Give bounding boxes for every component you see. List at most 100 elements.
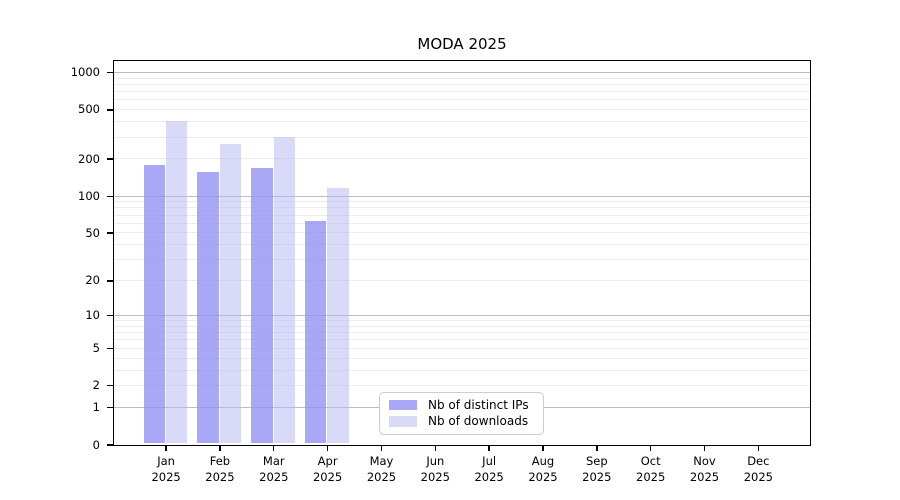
bar-nb-of-downloads-mar-2025: [273, 137, 295, 444]
bar-nb-of-distinct-ips-jan-2025: [143, 165, 165, 444]
gridline-minor: [114, 385, 810, 387]
x-tick-label-line: 2025: [420, 470, 450, 484]
gridline-minor: [114, 207, 810, 209]
gridline-minor: [114, 347, 810, 349]
plot-area: [113, 59, 811, 446]
gridline-minor: [114, 369, 810, 371]
y-tick-label: 1: [92, 400, 100, 415]
y-tick: [106, 109, 113, 111]
x-tick-label-line: Oct: [640, 453, 661, 468]
x-tick: [703, 445, 706, 451]
x-tick-label-line: Mar: [262, 453, 285, 468]
x-tick-label-line: Jan: [157, 453, 175, 468]
x-tick-label-oct-2025: Oct 2025: [616, 453, 686, 486]
bar-nb-of-distinct-ips-mar-2025: [251, 168, 273, 444]
gridline-minor: [114, 109, 810, 111]
y-tick-label: 200: [78, 151, 100, 166]
gridline-minor: [114, 259, 810, 261]
x-tick-label-aug-2025: Aug 2025: [508, 453, 578, 486]
legend-label-distinct-ips: Nb of distinct IPs: [428, 397, 529, 412]
x-tick-label-line: 2025: [582, 470, 612, 484]
x-tick: [165, 445, 167, 451]
x-tick-label-jan-2025: Jan 2025: [131, 453, 201, 486]
gridline-major: [114, 71, 810, 73]
bar-nb-of-downloads-jan-2025: [165, 120, 188, 444]
gridline-minor: [114, 201, 810, 203]
x-tick-label-line: Aug: [531, 453, 555, 468]
y-tick-label: 20: [85, 273, 100, 288]
gridline-minor: [114, 332, 810, 334]
gridline-minor: [114, 99, 810, 101]
x-tick: [326, 445, 329, 451]
x-tick-label-line: 2025: [636, 470, 666, 484]
x-tick-label-line: Apr: [317, 453, 338, 468]
x-tick: [757, 445, 760, 451]
gridline-minor: [114, 121, 810, 123]
x-tick-label-line: 2025: [259, 470, 289, 484]
y-tick-label: 1000: [70, 65, 100, 80]
legend-swatch-distinct-ips-icon: [389, 399, 417, 410]
legend-item-distinct-ips: Nb of distinct IPs: [389, 397, 534, 413]
y-tick: [106, 406, 113, 409]
bar-nb-of-distinct-ips-apr-2025: [305, 220, 327, 444]
y-tick-label: 5: [92, 340, 100, 355]
x-tick-label-may-2025: May 2025: [346, 453, 416, 486]
x-tick: [542, 445, 544, 451]
x-tick-label-line: Dec: [747, 453, 770, 468]
x-tick-label-line: 2025: [151, 470, 181, 484]
chart-title: MODA 2025: [417, 35, 507, 53]
x-tick-label-line: 2025: [689, 470, 720, 484]
y-tick: [106, 195, 113, 197]
bar-nb-of-distinct-ips-feb-2025: [197, 171, 219, 444]
x-tick-label-line: May: [369, 453, 394, 468]
x-tick-label-nov-2025: Nov 2025: [670, 453, 740, 486]
x-tick-label-line: Feb: [209, 453, 231, 468]
bar-nb-of-downloads-apr-2025: [327, 187, 349, 444]
x-tick-label-sep-2025: Sep 2025: [562, 453, 632, 486]
gridline-minor: [114, 77, 810, 79]
y-tick: [106, 71, 113, 74]
gridline-major: [114, 315, 810, 317]
x-tick: [380, 445, 383, 451]
legend: Nb of distinct IPs Nb of downloads: [379, 391, 544, 435]
y-tick: [106, 280, 113, 282]
y-tick-label: 100: [78, 188, 100, 203]
gridline-minor: [114, 91, 810, 93]
x-tick-label-jun-2025: Jun 2025: [400, 453, 470, 486]
x-tick-label-mar-2025: Mar 2025: [239, 453, 309, 486]
x-tick-label-line: Nov: [693, 453, 716, 468]
gridline-minor: [114, 222, 810, 224]
legend-swatch-downloads-icon: [389, 416, 417, 427]
y-tick-label: 10: [85, 308, 100, 323]
gridline-minor: [114, 357, 810, 359]
x-tick: [649, 445, 652, 451]
x-tick: [219, 445, 221, 451]
gridline-minor: [114, 83, 810, 85]
y-tick-label: 500: [78, 102, 100, 117]
y-tick: [106, 385, 113, 387]
gridline-minor: [114, 232, 810, 234]
x-tick-label-line: Jun: [426, 453, 445, 468]
x-tick-label-line: 2025: [205, 470, 235, 484]
gridline-minor: [114, 214, 810, 216]
gridline-major: [114, 195, 810, 197]
y-tick: [106, 315, 113, 317]
gridline-minor: [114, 280, 810, 282]
x-tick-label-line: 2025: [528, 470, 558, 484]
x-tick-label-line: 2025: [312, 470, 343, 484]
y-tick: [106, 232, 113, 234]
x-tick-label-jul-2025: Jul 2025: [454, 453, 524, 486]
gridline-minor: [114, 136, 810, 138]
y-tick: [106, 347, 113, 350]
x-tick-label-dec-2025: Dec 2025: [723, 453, 793, 486]
x-tick-label-line: Jul: [482, 453, 497, 468]
gridline-minor: [114, 158, 810, 160]
y-tick: [106, 158, 113, 160]
legend-label-downloads: Nb of downloads: [428, 414, 529, 429]
x-tick-label-line: 2025: [743, 470, 773, 484]
x-tick-label-feb-2025: Feb 2025: [185, 453, 255, 486]
y-tick-label: 0: [92, 437, 100, 452]
gridline-minor: [114, 325, 810, 327]
y-tick-label: 50: [85, 225, 100, 240]
